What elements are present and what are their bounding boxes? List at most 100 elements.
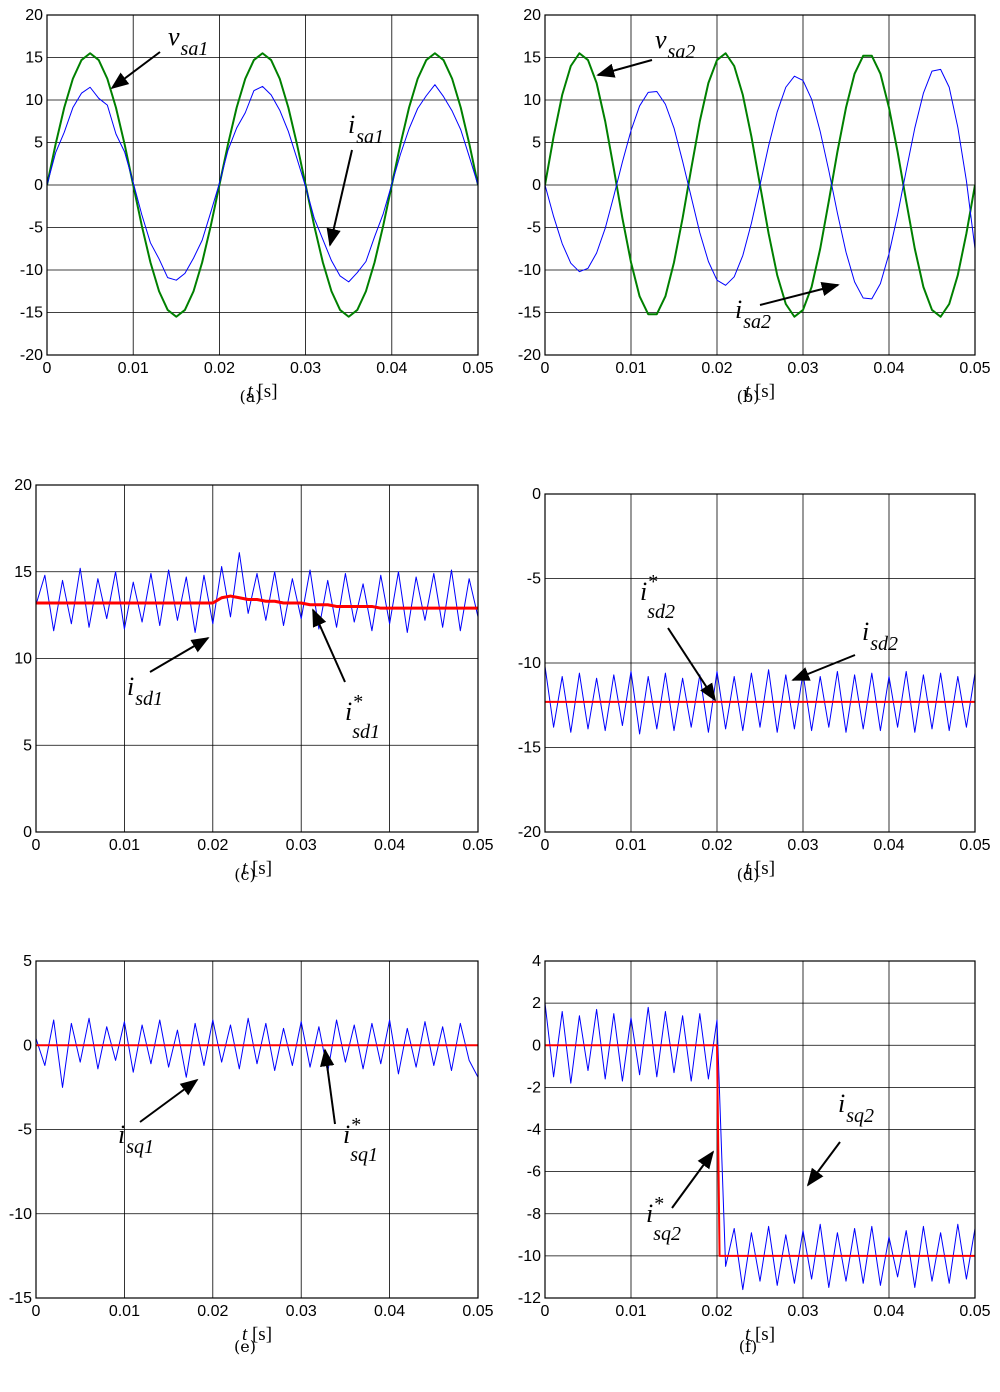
x-axis-symbol: t (247, 381, 253, 402)
y-tick-label: 5 (23, 737, 32, 754)
caption: (e) (234, 1337, 256, 1356)
y-tick-label: 15 (523, 50, 541, 67)
x-tick-label: 0.04 (374, 837, 405, 854)
x-tick-label: 0.04 (873, 1303, 904, 1320)
annotation-subscript: sd2 (870, 633, 898, 655)
annotation-subscript: sd2 (647, 601, 675, 623)
data-line (545, 68, 975, 300)
annotation: isq1 (118, 1120, 154, 1158)
y-tick-label: -20 (518, 347, 541, 364)
y-tick-label: -15 (518, 740, 541, 757)
annotation-subscript: sa1 (356, 126, 384, 148)
y-tick-label: 10 (523, 92, 541, 109)
annotation-symbol: i (127, 672, 134, 701)
annotation-arrow (596, 59, 653, 78)
x-tick-label: 0 (43, 360, 52, 377)
x-tick-label: 0.05 (959, 837, 990, 854)
y-tick-label: 5 (34, 135, 43, 152)
y-tick-label: -10 (518, 262, 541, 279)
data-line (47, 52, 478, 318)
annotation: i* sd2 (640, 571, 675, 623)
annotation-subscript: sq2 (653, 1223, 681, 1245)
annotation-subscript: sa2 (668, 41, 696, 63)
annotation-superscript: * (353, 691, 363, 713)
x-axis-unit: [s] (257, 381, 277, 402)
x-tick-label: 0.05 (462, 360, 493, 377)
x-tick-label: 0.02 (204, 360, 235, 377)
x-axis-unit: [s] (755, 381, 775, 402)
x-tick-label: 0.03 (286, 837, 317, 854)
x-tick-label: 0 (541, 837, 550, 854)
annotation: i* sq1 (343, 1114, 378, 1166)
x-tick-label: 0.02 (197, 1303, 228, 1320)
annotation-arrow (139, 1078, 199, 1123)
data-line (47, 84, 478, 283)
y-tick-label: -5 (29, 220, 43, 237)
y-tick-label: -10 (9, 1206, 32, 1223)
y-tick-label: -10 (20, 262, 43, 279)
x-axis-label: t [s] (242, 1324, 272, 1345)
y-tick-label: 5 (23, 953, 32, 970)
x-tick-label: 0.05 (959, 1303, 990, 1320)
annotation-arrow (667, 627, 716, 702)
y-tick-label: 0 (532, 486, 541, 503)
annotation-subscript: sq1 (126, 1136, 154, 1158)
x-tick-label: 0.01 (109, 1303, 140, 1320)
y-tick-label: 10 (14, 651, 32, 668)
annotation-subscript: sa2 (743, 311, 771, 333)
annotation-superscript: * (351, 1114, 361, 1136)
annotation: i* sq2 (646, 1193, 681, 1245)
y-tick-label: 20 (523, 7, 541, 24)
caption: (a) (239, 387, 261, 406)
y-tick-label: 20 (14, 477, 32, 494)
x-axis-unit: [s] (755, 1324, 775, 1345)
annotation-arrow (671, 1150, 715, 1209)
x-axis-symbol: t (242, 858, 248, 879)
annotation-subscript: sd1 (352, 721, 380, 743)
annotation-superscript: * (654, 1193, 664, 1215)
x-tick-label: 0.02 (701, 360, 732, 377)
y-tick-label: 0 (532, 177, 541, 194)
x-tick-label: 0 (541, 360, 550, 377)
y-tick-label: -5 (527, 220, 541, 237)
annotation-arrow (759, 282, 840, 306)
x-tick-label: 0.01 (615, 1303, 646, 1320)
annotation-symbol: i (862, 617, 869, 646)
x-axis-symbol: t (745, 858, 751, 879)
x-tick-label: 0.03 (787, 1303, 818, 1320)
x-tick-label: 0.04 (376, 360, 407, 377)
y-tick-label: 15 (14, 564, 32, 581)
annotation-subscript: sd1 (135, 688, 163, 710)
y-tick-label: -8 (527, 1206, 541, 1223)
y-tick-label: 10 (25, 92, 43, 109)
x-tick-label: 0.01 (109, 837, 140, 854)
x-axis-symbol: t (745, 1324, 751, 1345)
y-tick-label: 0 (23, 1037, 32, 1054)
x-tick-label: 0.02 (701, 837, 732, 854)
caption: (c) (234, 865, 255, 884)
y-tick-label: -20 (518, 824, 541, 841)
annotation-subscript: sq1 (350, 1144, 378, 1166)
x-tick-label: 0 (32, 1303, 41, 1320)
y-tick-label: 4 (532, 953, 541, 970)
x-axis-label: t [s] (247, 381, 277, 402)
annotation-symbol: i (735, 295, 742, 324)
x-axis-unit: [s] (252, 1324, 272, 1345)
plot-frame (544, 14, 976, 356)
y-tick-label: -20 (20, 347, 43, 364)
x-tick-label: 0.05 (462, 837, 493, 854)
x-tick-label: 0.05 (462, 1303, 493, 1320)
annotation-symbol: v (655, 25, 667, 54)
annotation-arrow (791, 654, 856, 681)
annotation-symbol: i (838, 1089, 845, 1118)
x-axis-label: t [s] (745, 858, 775, 879)
annotation-arrow (326, 149, 353, 247)
x-tick-label: 0.03 (787, 837, 818, 854)
x-tick-label: 0.04 (873, 360, 904, 377)
x-tick-label: 0.05 (959, 360, 990, 377)
y-tick-label: -15 (9, 1290, 32, 1307)
x-tick-label: 0.03 (290, 360, 321, 377)
annotation-arrow (320, 1048, 336, 1125)
data-line (36, 1017, 478, 1088)
